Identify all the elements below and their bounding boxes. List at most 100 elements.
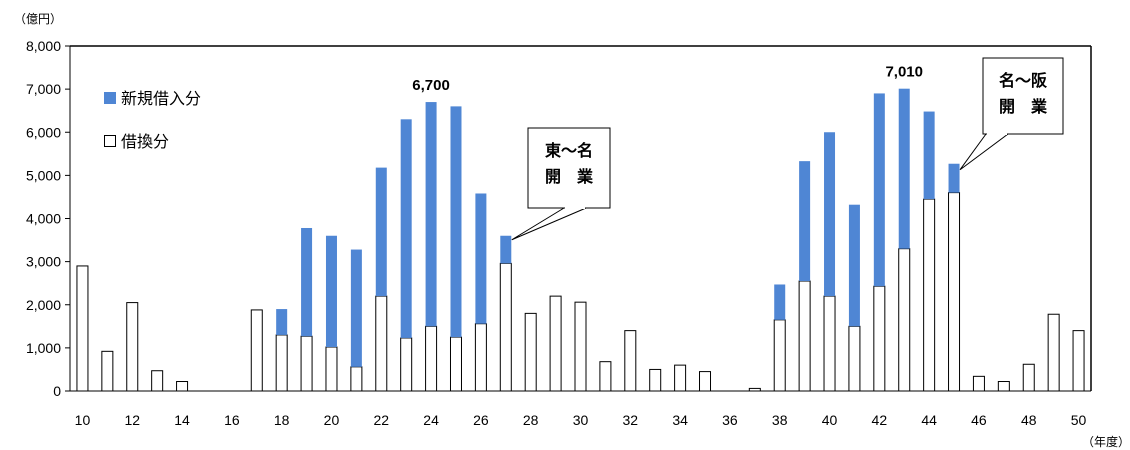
callout-text-line: 名～阪 [999,71,1048,90]
x-tick-label: 30 [573,412,589,428]
new-borrowing-bar [848,204,860,327]
x-tick-label: 50 [1071,412,1087,428]
refinancing-bar [101,350,114,392]
x-tick-label: 16 [224,412,240,428]
refinancing-bar [300,335,313,392]
new-borrowing-bar [774,284,786,320]
refinancing-bar [699,371,712,392]
refinancing-bar [151,370,164,392]
new-borrowing-bar [948,163,960,193]
refinancing-bar [425,325,438,392]
x-tick-label: 38 [772,412,788,428]
y-axis-ticks: 0 1,000 2,000 3,000 4,000 5,000 6,000 7,000 8,00… [26,38,70,399]
x-tick-label: 32 [623,412,639,428]
y-tick-label: 5,000 [26,167,61,183]
callout-pointer [511,207,587,241]
new-borrowing-bar [325,235,337,348]
new-borrowing-bar [400,119,412,338]
bar-series [76,88,1085,392]
x-tick-label: 24 [423,412,439,428]
refinancing-bar [499,262,512,392]
refinancing-bar [798,280,811,392]
x-tick-label: 26 [473,412,489,428]
y-tick-label: 0 [53,383,61,399]
peak-value-label: 7,010 [885,64,923,81]
refinancing-bar [275,334,288,392]
callout-text-line: 開 業 [545,167,594,186]
refinancing-bar [1022,363,1035,392]
new-borrowing-bar [898,88,910,249]
x-axis-unit: （年度） [1082,434,1130,449]
y-tick-label: 6,000 [26,124,61,140]
refinancing-bar [997,381,1010,392]
refinancing-bar [176,381,189,392]
y-tick-label: 2,000 [26,297,61,313]
y-tick-label: 1,000 [26,340,61,356]
refinancing-bar [449,336,462,392]
new-borrowing-bar [276,309,288,335]
x-tick-label: 36 [722,412,738,428]
refinancing-bar [1047,313,1060,392]
legend-label-refinancing: 借換分 [121,132,169,151]
refinancing-bar [674,364,687,392]
refinancing-bar [375,295,388,392]
x-tick-label: 42 [872,412,888,428]
refinancing-bar [649,368,662,392]
x-tick-label: 34 [672,412,688,428]
refinancing-bar [1072,330,1085,392]
y-tick-label: 8,000 [26,38,61,54]
refinancing-bar [350,366,363,392]
refinancing-bar [923,198,936,392]
new-borrowing-bar [799,161,811,282]
refinancing-bar [823,295,836,392]
x-tick-label: 48 [1021,412,1037,428]
refinancing-bar [400,337,413,392]
x-tick-label: 40 [822,412,838,428]
callout-text-line: 開 業 [999,97,1048,116]
y-tick-label: 4,000 [26,211,61,227]
y-tick-label: 3,000 [26,254,61,270]
refinancing-bar [748,387,761,392]
refinancing-bar [474,323,487,392]
new-borrowing-bar [301,227,313,337]
new-borrowing-bar [824,132,836,297]
refinancing-bar [574,301,587,392]
new-borrowing-bar [350,249,362,367]
refinancing-bar [624,330,637,392]
new-borrowing-bar [873,93,885,287]
refinancing-bar [972,375,985,392]
refinancing-bar [948,192,961,392]
x-tick-label: 10 [75,412,91,428]
x-tick-label: 46 [971,412,987,428]
x-tick-label: 14 [174,412,190,428]
y-tick-label: 7,000 [26,81,61,97]
callout-box [527,127,611,209]
refinancing-bar [549,295,562,392]
callouts: 東～名開 業名～阪開 業 [511,57,1064,241]
refinancing-bar [848,325,861,392]
legend-swatch-new-borrowing [104,92,116,104]
legend-swatch-refinancing [104,135,116,147]
peak-annotations: 6,700 7,010 [412,64,923,94]
new-borrowing-bar [375,167,387,297]
refinancing-bar [599,361,612,392]
refinancing-bar [773,319,786,392]
refinancing-bar [898,248,911,392]
new-borrowing-bar [475,193,487,324]
x-tick-label: 20 [324,412,340,428]
x-tick-label: 28 [523,412,539,428]
callout-text-line: 東～名 [545,141,593,160]
new-borrowing-bar [425,102,437,327]
refinancing-bar [873,285,886,392]
callout-pointer [959,133,1010,171]
callout-box [982,57,1064,135]
x-tick-label: 18 [274,412,290,428]
x-axis-ticks: 10 12 14 16 18 20 22 24 26 28 30 32 34 36 38 40 42 44 46 48… [75,412,1087,428]
legend-label-new-borrowing: 新規借入分 [121,89,201,108]
x-tick-label: 44 [921,412,937,428]
refinancing-bar [126,302,139,392]
refinancing-bar [524,312,537,392]
refinancing-bar [250,309,263,392]
